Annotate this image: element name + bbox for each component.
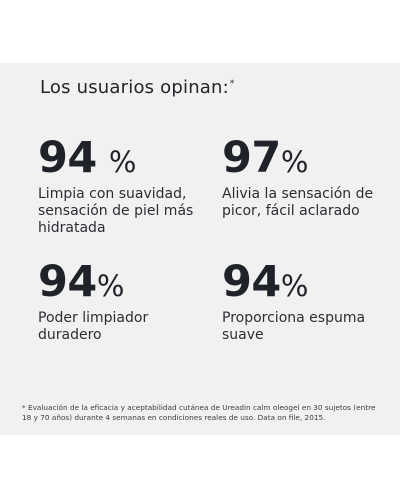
stat-number-3: 94 — [38, 257, 97, 307]
stat-value-1: 94% — [38, 137, 208, 180]
stat-number-2: 97 — [222, 133, 281, 183]
stat-percent-3: % — [96, 269, 125, 303]
stat-block-1: 94% Limpia con suavidad, sensación de pi… — [38, 137, 208, 237]
stat-percent-2: % — [280, 145, 309, 179]
testimonial-panel — [0, 63, 400, 435]
stat-value-2: 97% — [222, 137, 392, 180]
stat-percent-4: % — [280, 269, 309, 303]
stat-number-4: 94 — [222, 257, 281, 307]
stat-description-3: Poder limpiador duradero — [38, 310, 149, 343]
stat-number-1: 94 — [38, 133, 97, 183]
stat-percent-1: % — [108, 145, 137, 179]
stat-description-4: Proporciona espuma suave — [222, 310, 366, 343]
section-heading: Los usuarios opinan:* — [40, 77, 235, 98]
stat-block-3: 94% Poder limpiador duradero — [38, 261, 208, 344]
footnote: * Evaluación de la eficacia y aceptabili… — [22, 403, 376, 422]
stat-value-4: 94% — [222, 261, 392, 304]
stat-block-4: 94% Proporciona espuma suave — [222, 261, 392, 344]
stat-block-2: 97% Alivia la sensación de picor, fácil … — [222, 137, 392, 220]
heading-footnote-marker: * — [229, 79, 235, 89]
stat-description-2: Alivia la sensación de picor, fácil acla… — [222, 186, 374, 219]
heading-text: Los usuarios opinan: — [40, 77, 229, 98]
stat-value-3: 94% — [38, 261, 208, 304]
stat-description-1: Limpia con suavidad, sensación de piel m… — [38, 186, 194, 236]
